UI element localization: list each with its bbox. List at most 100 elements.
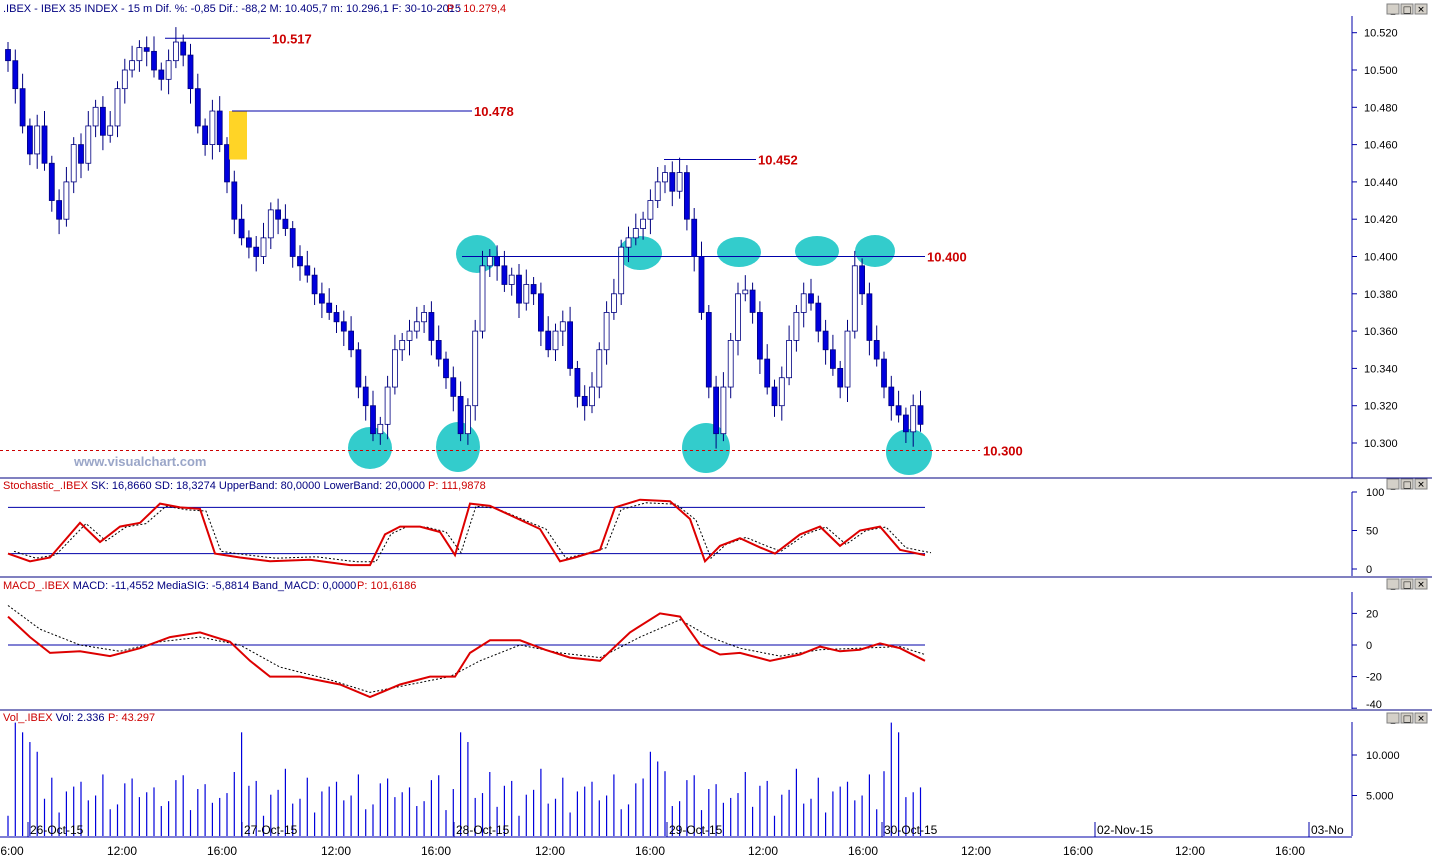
candle-body	[523, 284, 530, 304]
candle-body	[800, 293, 807, 313]
hour-label: 16:00	[1275, 844, 1305, 857]
candle-body	[596, 349, 603, 388]
candle-body	[26, 125, 33, 155]
volume-title: Vol_.IBEX Vol: 2.336	[3, 712, 105, 724]
candle-body	[216, 110, 223, 145]
candle-body	[837, 367, 844, 388]
macd-tick-label: 20	[1366, 608, 1378, 620]
window-btn-2-0[interactable]	[1386, 578, 1400, 590]
hour-label: 12:00	[107, 844, 137, 857]
volume-panel: Vol_.IBEX Vol: 2.336 P: 43.297 10.000 5.0…	[3, 712, 1400, 836]
candle-body	[822, 330, 829, 351]
volume-tick-label: 10.000	[1366, 750, 1400, 762]
price-tick-label: 10.400	[1364, 252, 1398, 264]
window-btn-0-0[interactable]	[1386, 3, 1400, 15]
candle-body	[340, 321, 347, 332]
window-btn-glyph-1-1: □	[1403, 481, 1412, 491]
candle-body	[92, 106, 99, 127]
candle-body	[764, 358, 771, 388]
window-btn-3-1[interactable]	[1400, 712, 1414, 724]
price-levels: 10.517 10.478 10.452 10.400 10.300	[0, 31, 1023, 458]
candle-body	[486, 256, 493, 267]
candle-body	[326, 302, 333, 313]
date-label: 03-No	[1311, 823, 1344, 837]
candle-body	[136, 47, 143, 62]
touch-marker	[886, 429, 932, 475]
candle-body	[589, 386, 595, 407]
candle-body	[114, 88, 121, 127]
candle-body	[618, 246, 625, 295]
candle-body	[56, 200, 62, 220]
level-label: 10.300	[983, 443, 1023, 458]
candle-body	[399, 340, 406, 351]
touch-marker	[682, 423, 730, 473]
candle-body	[267, 209, 274, 239]
candlestick-series	[5, 27, 924, 449]
candle-body	[844, 330, 851, 388]
window-btn-0-1[interactable]	[1400, 3, 1414, 15]
touch-marker	[717, 237, 761, 267]
candle-body	[297, 256, 303, 267]
stoch-tick-label: 50	[1366, 526, 1378, 538]
candle-body	[143, 47, 150, 52]
candle-body	[443, 358, 449, 379]
window-btn-3-0[interactable]	[1386, 712, 1400, 724]
window-btn-glyph-3-0: _	[1390, 715, 1396, 725]
candle-body	[713, 386, 719, 435]
macd-axis: 20 0 -20 -40	[1352, 608, 1382, 711]
candle-body	[545, 330, 552, 351]
candle-body	[318, 293, 325, 304]
candle-body	[48, 162, 55, 201]
touch-marker	[348, 427, 392, 469]
candle-body	[640, 218, 646, 229]
hour-label: 12:00	[748, 844, 778, 857]
window-btn-3-2[interactable]	[1414, 712, 1428, 724]
candle-body	[625, 237, 632, 248]
candle-body	[793, 312, 800, 341]
candle-body	[530, 284, 537, 295]
window-btn-glyph-3-1: □	[1403, 715, 1412, 725]
candle-body	[172, 41, 179, 62]
candle-body	[180, 41, 187, 56]
window-btn-1-0[interactable]	[1386, 478, 1400, 490]
window-btn-1-1[interactable]	[1400, 478, 1414, 490]
macd-tick-label: -20	[1366, 672, 1382, 684]
watermark: www.visualchart.com	[73, 454, 206, 469]
candle-body	[435, 340, 442, 360]
candle-body	[370, 405, 376, 435]
candle-body	[202, 125, 209, 145]
window-btn-glyph-2-0: _	[1390, 581, 1396, 591]
candle-body	[903, 414, 909, 433]
candle-body	[873, 340, 880, 360]
candle-body	[289, 228, 296, 257]
candle-body	[603, 312, 610, 351]
volume-title-values: Vol: 2.336	[53, 712, 105, 724]
hour-label: 12:00	[535, 844, 565, 857]
window-btn-1-2[interactable]	[1414, 478, 1428, 490]
candle-body	[282, 218, 289, 229]
candle-body	[413, 321, 420, 332]
candle-body	[450, 377, 457, 397]
candle-body	[275, 209, 282, 220]
window-btn-2-1[interactable]	[1400, 578, 1414, 590]
candle-body	[34, 125, 41, 155]
candle-body	[19, 88, 26, 127]
candle-body	[778, 377, 785, 407]
macd-title-name: MACD_.IBEX	[3, 580, 70, 592]
price-axis: 10.520 10.500 10.480 10.460 10.440 10.420 10.4…	[1352, 28, 1398, 450]
candle-body	[881, 358, 887, 388]
candle-body	[384, 386, 391, 425]
touch-marker	[855, 235, 895, 267]
candle-body	[311, 274, 318, 295]
candle-body	[647, 200, 654, 220]
candle-body	[85, 125, 92, 164]
candle-body	[70, 144, 77, 183]
candle-body	[742, 289, 749, 295]
candle-body	[391, 349, 398, 388]
candle-body	[129, 60, 136, 71]
stochastic-p-value: P: 111,9878	[428, 480, 486, 492]
candle-body	[479, 265, 486, 332]
window-btn-2-2[interactable]	[1414, 578, 1428, 590]
window-btn-0-2[interactable]	[1414, 3, 1428, 15]
macd-tick-label: -40	[1366, 699, 1382, 711]
